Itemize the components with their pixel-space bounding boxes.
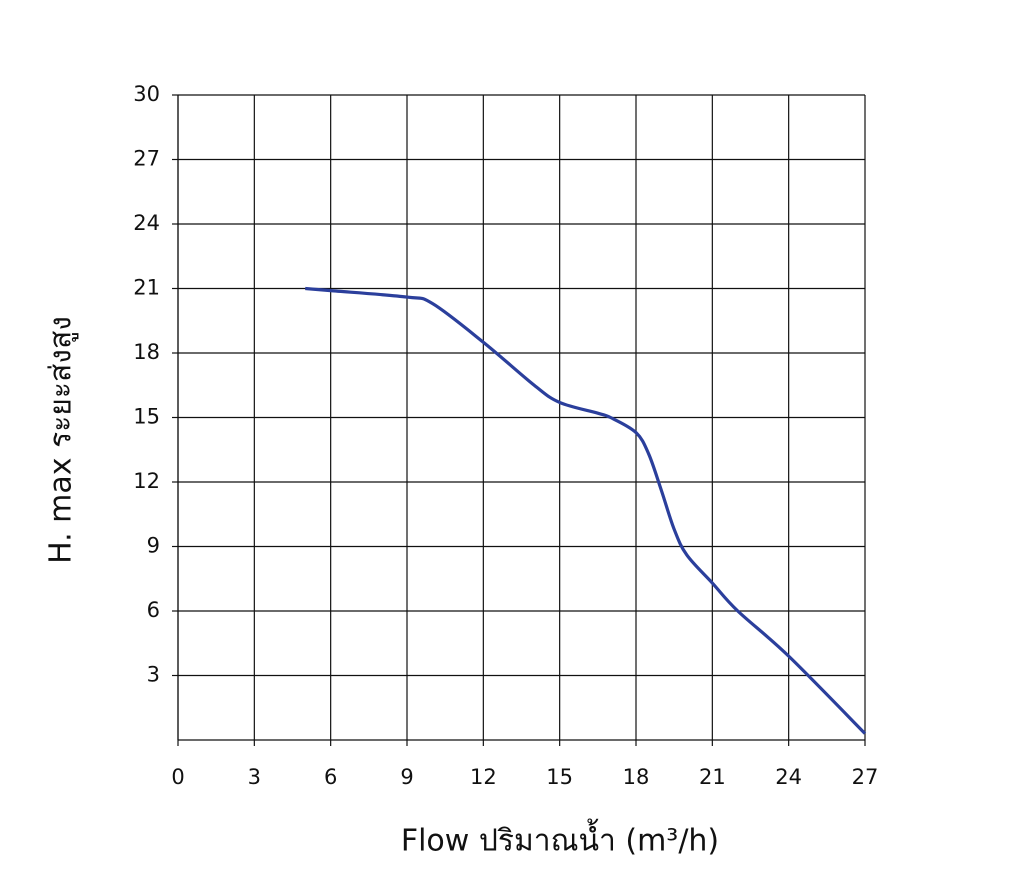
y-tick-label: 9 <box>147 534 160 558</box>
x-tick-label: 18 <box>623 765 650 789</box>
y-tick-label: 15 <box>133 405 160 429</box>
y-tick-label: 21 <box>133 276 160 300</box>
y-tick-label: 27 <box>133 147 160 171</box>
x-tick-label: 3 <box>248 765 261 789</box>
x-tick-label: 6 <box>324 765 337 789</box>
x-tick-label: 24 <box>775 765 802 789</box>
x-tick-label: 9 <box>400 765 413 789</box>
y-tick-label: 30 <box>133 82 160 106</box>
x-axis-title: Flow ปริมาณน้ำ (m³/h) <box>401 819 719 859</box>
y-axis-title: H. max ระยะส่งสูง <box>44 316 79 564</box>
y-tick-label: 24 <box>133 211 160 235</box>
x-tick-label: 21 <box>699 765 726 789</box>
curve <box>305 286 867 735</box>
y-tick-label: 3 <box>147 663 160 687</box>
y-tick-label: 18 <box>133 340 160 364</box>
x-tick-label: 27 <box>852 765 879 789</box>
x-tick-label: 12 <box>470 765 497 789</box>
x-tick-label: 0 <box>171 765 184 789</box>
y-tick-label: 12 <box>133 469 160 493</box>
x-tick-label: 15 <box>546 765 573 789</box>
y-tick-label: 6 <box>147 598 160 622</box>
